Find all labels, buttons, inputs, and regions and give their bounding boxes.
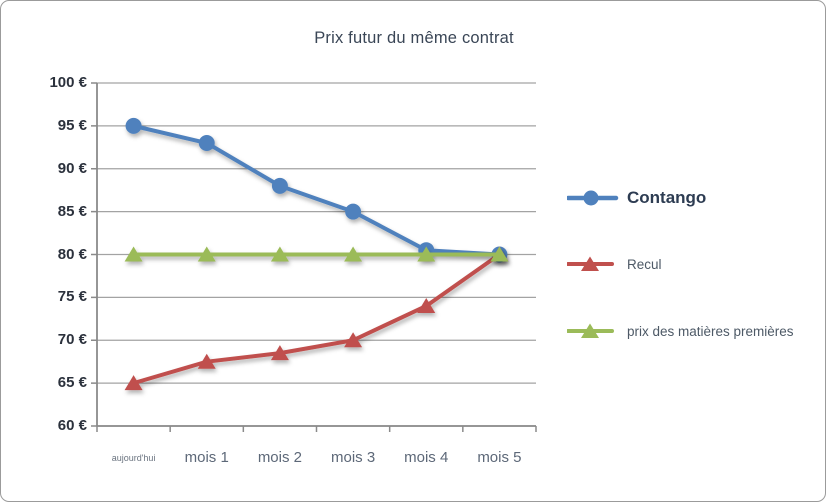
data-point-triangle (124, 375, 143, 391)
data-point-triangle (417, 297, 436, 313)
data-point-circle (271, 177, 288, 194)
x-tick-label: aujourd'hui (111, 453, 156, 463)
chart-title: Prix futur du même contrat (314, 29, 514, 47)
legend-label: prix des matières premières (627, 323, 794, 339)
y-tick-label: 70 € (57, 331, 87, 349)
x-tick-label: mois 5 (477, 449, 522, 466)
legend-marker-circle (567, 190, 619, 206)
y-tick-label: 80 € (57, 245, 87, 263)
data-point-circle (125, 117, 142, 134)
x-tick-label: mois 3 (330, 449, 376, 466)
data-point-triangle (344, 246, 363, 262)
data-point-triangle (490, 246, 509, 262)
x-tick-label: mois 1 (184, 449, 229, 466)
x-tick-label: mois 4 (404, 449, 449, 466)
y-tick-label: 60 € (57, 417, 87, 434)
data-point-triangle (270, 246, 289, 262)
data-point-triangle (124, 246, 143, 262)
series-line-2 (124, 246, 509, 391)
data-point-circle (198, 135, 215, 152)
series-line-1 (125, 117, 508, 263)
data-point-circle (345, 203, 362, 220)
legend-label: Recul (627, 256, 662, 272)
data-point-triangle (197, 246, 216, 262)
y-tick-label: 100 € (49, 74, 87, 91)
legend-marker-triangle (567, 323, 614, 338)
data-point-triangle (270, 345, 289, 361)
legend-item-3: prix des matières premières (567, 319, 794, 343)
series-line-3 (124, 246, 509, 262)
x-tick-label: mois 2 (257, 449, 302, 466)
y-tick-label: 90 € (57, 159, 87, 177)
y-tick-label: 85 € (57, 202, 87, 220)
legend-item-2: Recul (567, 252, 662, 276)
legend-label: Contango (627, 188, 707, 207)
data-point-triangle (417, 246, 436, 262)
legend-marker-triangle (567, 256, 614, 271)
data-point-triangle (344, 332, 363, 348)
y-tick-label: 65 € (57, 374, 87, 392)
data-point-triangle (197, 353, 216, 369)
y-tick-label: 75 € (57, 288, 87, 306)
legend-item-1: Contango (567, 186, 706, 210)
y-tick-label: 95 € (57, 116, 87, 134)
